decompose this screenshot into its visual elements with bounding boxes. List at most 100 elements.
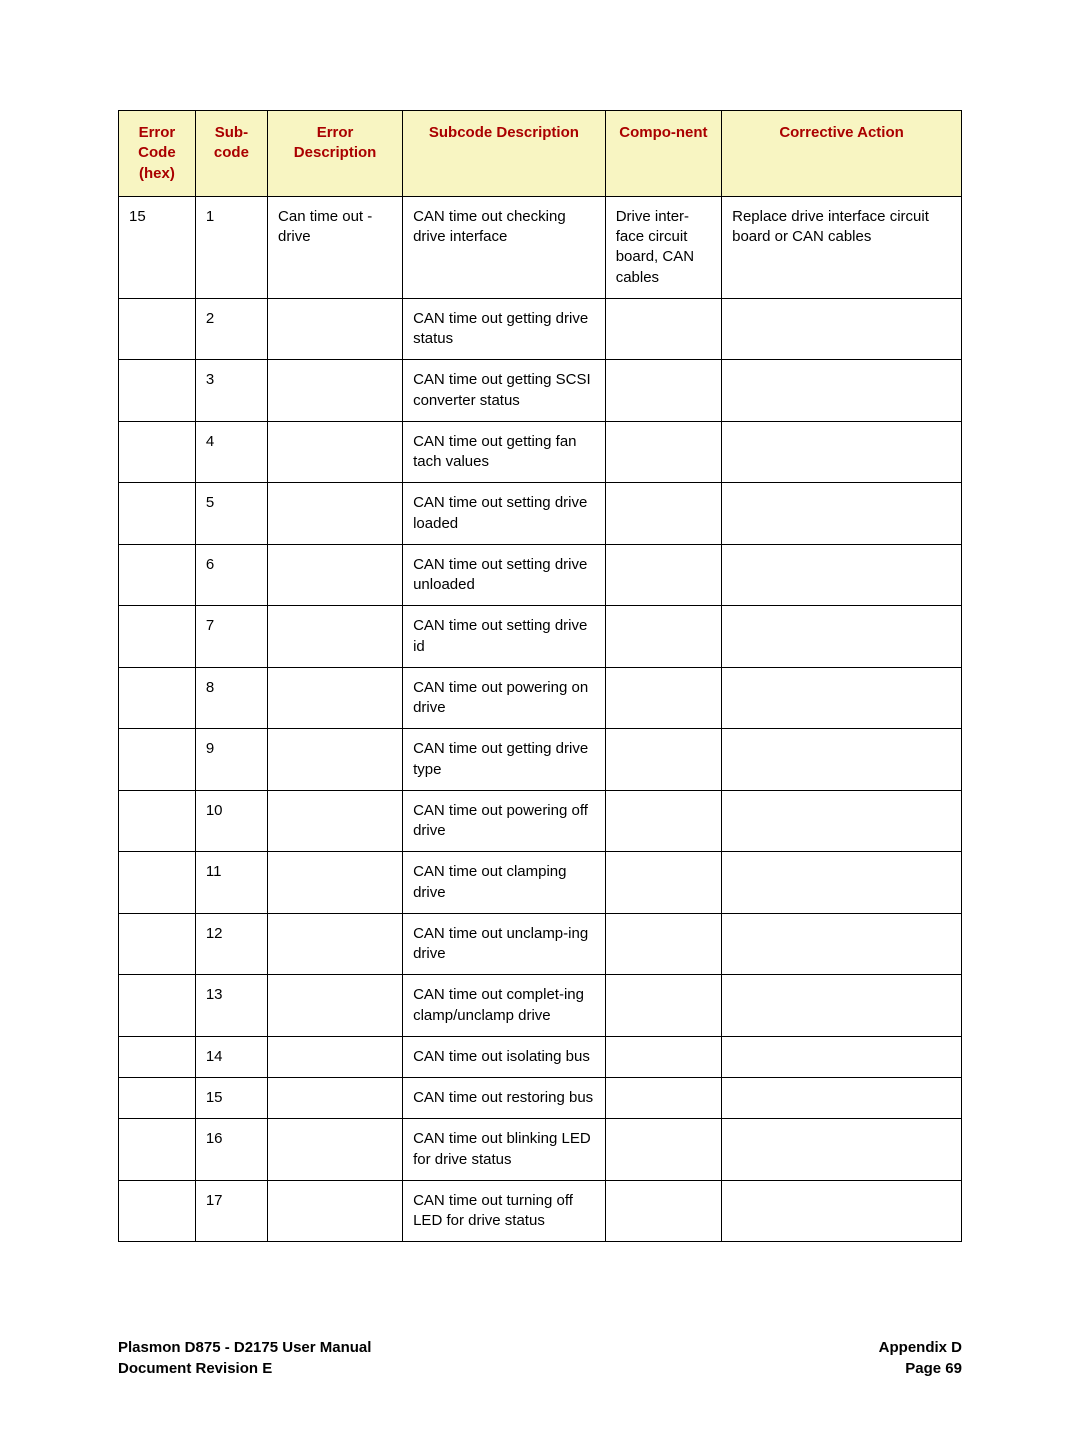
cell-sub-code: 14: [195, 1036, 267, 1077]
cell-error-code: [119, 1119, 196, 1181]
cell-component: [605, 298, 721, 360]
table-row: 9CAN time out getting drive type: [119, 729, 962, 791]
cell-error-code: [119, 1078, 196, 1119]
table-row: 7 CAN time out setting drive id: [119, 606, 962, 668]
table-row: 15CAN time out restoring bus: [119, 1078, 962, 1119]
cell-error-desc: [268, 1119, 403, 1181]
cell-subcode-desc: CAN time out turning off LED for drive s…: [403, 1180, 606, 1242]
footer-appendix: Appendix D: [879, 1337, 962, 1358]
cell-component: [605, 421, 721, 483]
cell-error-desc: [268, 421, 403, 483]
cell-error-code: [119, 852, 196, 914]
cell-error-desc: [268, 298, 403, 360]
cell-error-code: [119, 975, 196, 1037]
cell-subcode-desc: CAN time out powering off drive: [403, 790, 606, 852]
header-sub-code: Sub-code: [195, 111, 267, 197]
cell-component: [605, 606, 721, 668]
table-row: 12CAN time out unclamp-ing drive: [119, 913, 962, 975]
cell-component: [605, 1036, 721, 1077]
cell-error-code: [119, 360, 196, 422]
header-error-desc: Error Description: [268, 111, 403, 197]
cell-sub-code: 5: [195, 483, 267, 545]
cell-corrective: Replace drive interface circuit board or…: [722, 196, 962, 298]
cell-component: [605, 729, 721, 791]
cell-error-desc: [268, 360, 403, 422]
table-row: 6CAN time out setting drive unloaded: [119, 544, 962, 606]
cell-sub-code: 10: [195, 790, 267, 852]
table-row: 2 CAN time out getting drive status: [119, 298, 962, 360]
cell-component: [605, 975, 721, 1037]
cell-subcode-desc: CAN time out clamping drive: [403, 852, 606, 914]
cell-component: Drive inter-face circuit board, CAN cabl…: [605, 196, 721, 298]
cell-error-desc: [268, 544, 403, 606]
cell-component: [605, 852, 721, 914]
cell-component: [605, 360, 721, 422]
footer-page-number: Page 69: [879, 1358, 962, 1379]
cell-sub-code: 11: [195, 852, 267, 914]
cell-error-desc: [268, 606, 403, 668]
cell-subcode-desc: CAN time out setting drive loaded: [403, 483, 606, 545]
cell-sub-code: 6: [195, 544, 267, 606]
table-body: 151Can time out - driveCAN time out chec…: [119, 196, 962, 1242]
cell-error-desc: [268, 1078, 403, 1119]
table-row: 151Can time out - driveCAN time out chec…: [119, 196, 962, 298]
cell-sub-code: 13: [195, 975, 267, 1037]
table-row: 8CAN time out powering on drive: [119, 667, 962, 729]
cell-error-desc: [268, 667, 403, 729]
cell-corrective: [722, 975, 962, 1037]
cell-subcode-desc: CAN time out setting drive id: [403, 606, 606, 668]
cell-subcode-desc: CAN time out isolating bus: [403, 1036, 606, 1077]
cell-corrective: [722, 1036, 962, 1077]
cell-error-code: [119, 483, 196, 545]
cell-corrective: [722, 1119, 962, 1181]
cell-error-code: [119, 1180, 196, 1242]
table-row: 13CAN time out complet-ing clamp/unclamp…: [119, 975, 962, 1037]
table-row: 14 CAN time out isolating bus: [119, 1036, 962, 1077]
cell-corrective: [722, 1180, 962, 1242]
cell-component: [605, 1078, 721, 1119]
cell-sub-code: 7: [195, 606, 267, 668]
cell-subcode-desc: CAN time out checking drive interface: [403, 196, 606, 298]
page-body: Error Code (hex) Sub-code Error Descript…: [0, 0, 1080, 1242]
cell-subcode-desc: CAN time out getting drive status: [403, 298, 606, 360]
cell-corrective: [722, 667, 962, 729]
table-row: 17CAN time out turning off LED for drive…: [119, 1180, 962, 1242]
cell-error-desc: Can time out - drive: [268, 196, 403, 298]
table-row: 10 CAN time out powering off drive: [119, 790, 962, 852]
cell-error-desc: [268, 975, 403, 1037]
footer-right: Appendix D Page 69: [879, 1337, 962, 1379]
cell-error-desc: [268, 729, 403, 791]
cell-corrective: [722, 421, 962, 483]
cell-component: [605, 1180, 721, 1242]
cell-corrective: [722, 852, 962, 914]
cell-sub-code: 12: [195, 913, 267, 975]
cell-component: [605, 790, 721, 852]
cell-sub-code: 2: [195, 298, 267, 360]
cell-corrective: [722, 729, 962, 791]
cell-corrective: [722, 1078, 962, 1119]
cell-corrective: [722, 790, 962, 852]
cell-subcode-desc: CAN time out getting drive type: [403, 729, 606, 791]
table-row: 16CAN time out blinking LED for drive st…: [119, 1119, 962, 1181]
table-row: 4CAN time out getting fan tach values: [119, 421, 962, 483]
cell-component: [605, 1119, 721, 1181]
cell-error-code: [119, 421, 196, 483]
page-footer: Plasmon D875 - D2175 User Manual Documen…: [118, 1337, 962, 1379]
cell-corrective: [722, 544, 962, 606]
cell-component: [605, 483, 721, 545]
cell-error-desc: [268, 913, 403, 975]
cell-error-code: [119, 729, 196, 791]
cell-subcode-desc: CAN time out getting SCSI converter stat…: [403, 360, 606, 422]
cell-sub-code: 15: [195, 1078, 267, 1119]
cell-error-code: [119, 606, 196, 668]
cell-error-desc: [268, 1180, 403, 1242]
footer-revision: Document Revision E: [118, 1358, 371, 1379]
table-row: 3CAN time out getting SCSI converter sta…: [119, 360, 962, 422]
cell-error-code: 15: [119, 196, 196, 298]
cell-corrective: [722, 606, 962, 668]
cell-sub-code: 4: [195, 421, 267, 483]
cell-sub-code: 16: [195, 1119, 267, 1181]
cell-sub-code: 8: [195, 667, 267, 729]
cell-corrective: [722, 298, 962, 360]
cell-corrective: [722, 913, 962, 975]
